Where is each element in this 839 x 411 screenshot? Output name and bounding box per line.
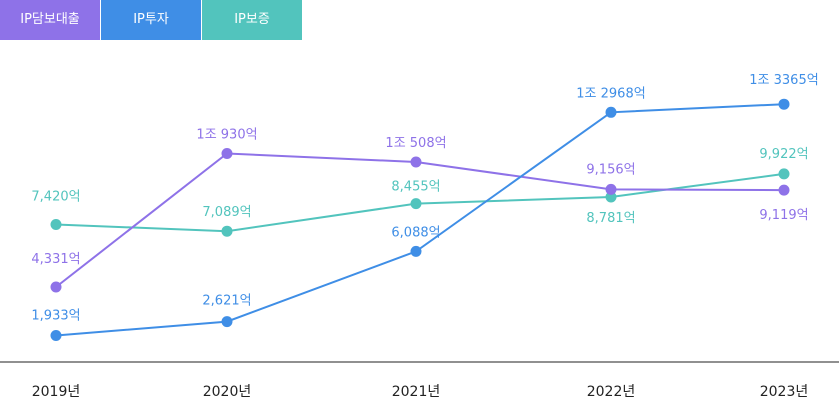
x-tick-label: 2019년	[32, 384, 81, 400]
data-point	[410, 245, 422, 257]
data-point	[605, 183, 617, 195]
data-label: 8,781억	[586, 211, 635, 226]
x-tick-label: 2020년	[203, 384, 252, 400]
data-point	[50, 281, 62, 293]
data-point	[410, 198, 422, 210]
data-label: 2,621억	[202, 294, 251, 309]
x-tick-label: 2021년	[392, 384, 441, 400]
data-point	[778, 168, 790, 180]
data-point	[221, 148, 233, 159]
x-tick-label: 2023년	[760, 384, 809, 400]
data-label: 1,933억	[31, 309, 80, 324]
data-label: 9,922억	[759, 147, 808, 162]
x-tick-label: 2022년	[587, 384, 636, 400]
data-point	[50, 219, 62, 230]
data-label: 6,088억	[391, 225, 440, 240]
data-label: 1조 508억	[385, 136, 446, 151]
data-point	[605, 106, 617, 118]
data-label: 4,331억	[31, 252, 80, 267]
data-label: 1조 2968억	[576, 86, 645, 101]
series-tabs: IP담보대출 IP투자 IP보증	[0, 0, 303, 40]
tab-ip-investment[interactable]: IP투자	[101, 0, 201, 40]
data-label: 1조 3365억	[749, 73, 818, 88]
data-label: 8,455억	[391, 180, 440, 195]
data-label: 7,420억	[31, 190, 80, 205]
tab-ip-loan[interactable]: IP담보대출	[0, 0, 100, 40]
data-label: 9,119억	[759, 208, 808, 223]
data-point	[221, 316, 233, 328]
series-line	[55, 152, 785, 288]
data-point	[778, 98, 790, 110]
data-label: 1조 930억	[196, 128, 257, 143]
data-label: 9,156억	[586, 162, 635, 177]
data-point	[778, 184, 790, 196]
data-point	[410, 156, 422, 168]
data-point	[605, 191, 617, 203]
tab-ip-guarantee[interactable]: IP보증	[202, 0, 302, 40]
data-point	[221, 225, 233, 237]
data-label: 7,089억	[202, 205, 251, 220]
data-point	[50, 330, 62, 341]
